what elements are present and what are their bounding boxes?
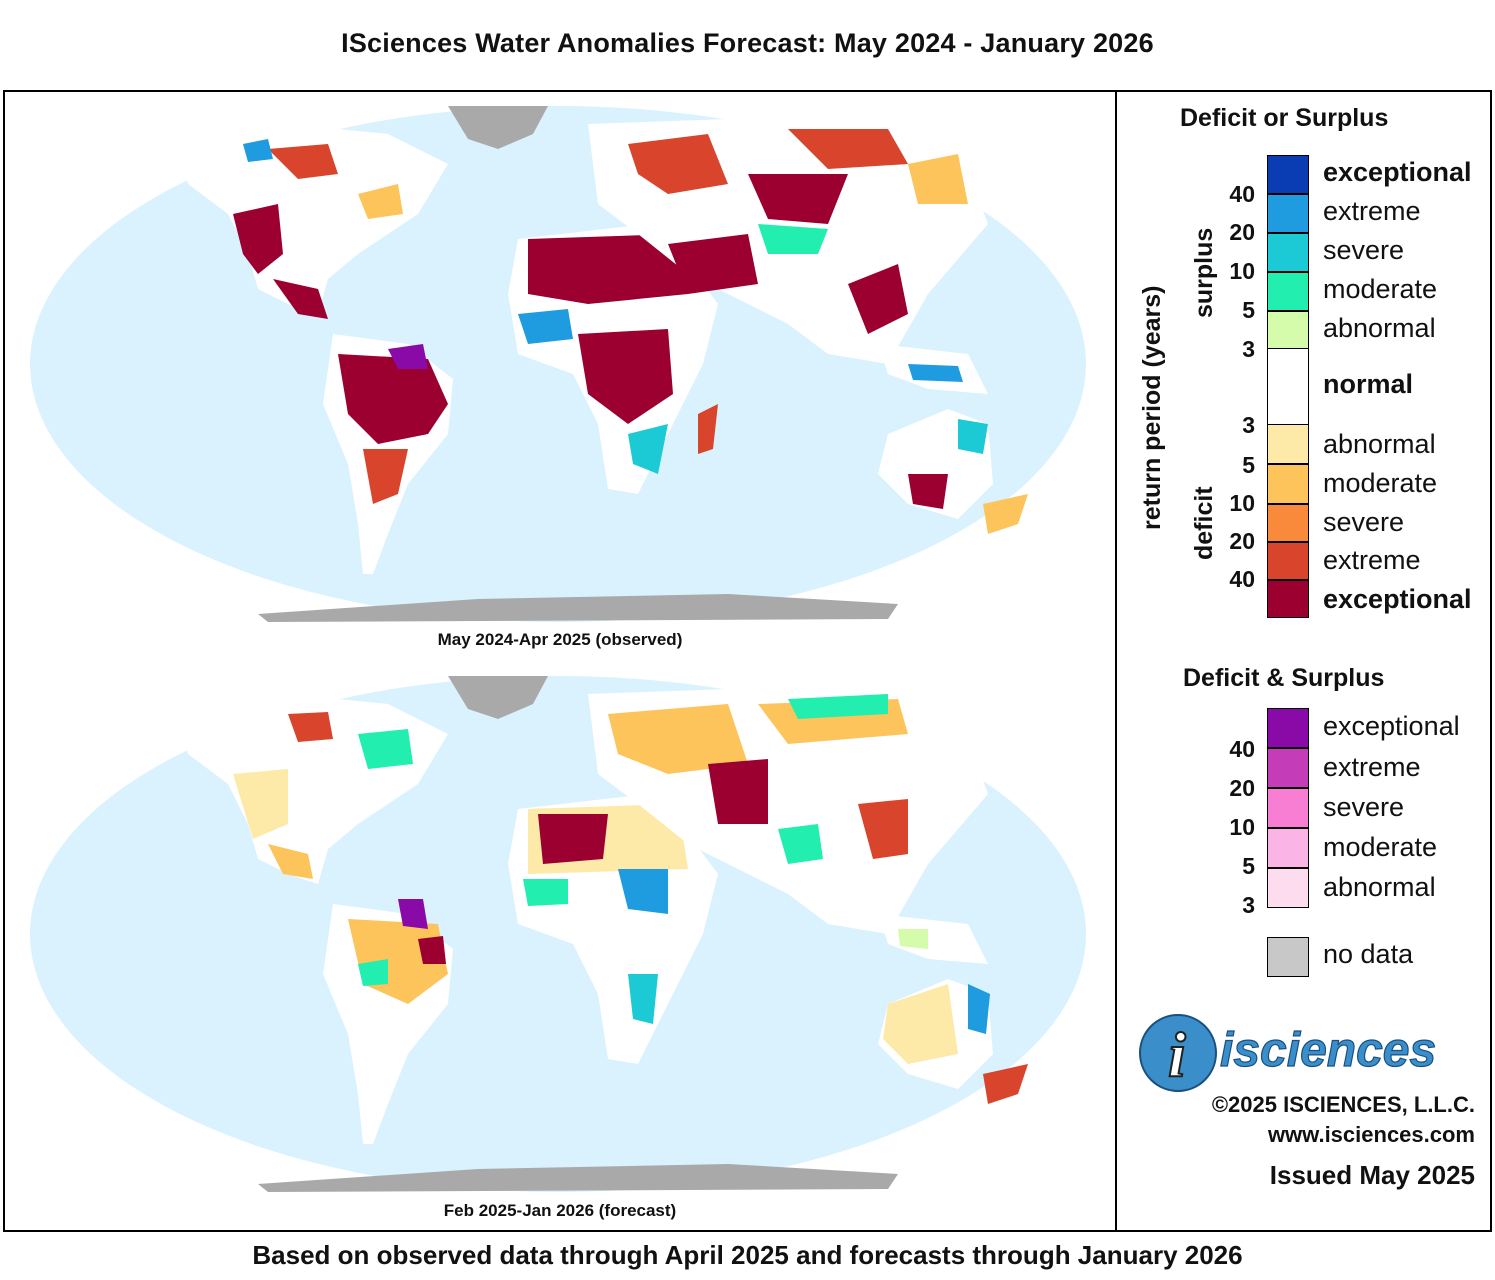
rp-surplus-5: 5 bbox=[1242, 297, 1255, 323]
page-title: ISciences Water Anomalies Forecast: May … bbox=[341, 28, 1154, 58]
label-both-exceptional: exceptional bbox=[1323, 711, 1460, 741]
rp-both-40: 40 bbox=[1229, 736, 1255, 762]
label-both-moderate: moderate bbox=[1323, 832, 1438, 862]
map-observed bbox=[28, 104, 1088, 624]
antarctica bbox=[258, 594, 898, 622]
legend-axis-title: return period (years) bbox=[1138, 285, 1166, 530]
label-surplus-moderate: moderate bbox=[1323, 274, 1438, 304]
swatch-both-severe bbox=[1267, 788, 1309, 828]
label-normal: normal bbox=[1323, 369, 1414, 399]
label-no-data: no data bbox=[1323, 939, 1414, 969]
legend-title-deficit-or-surplus: Deficit or Surplus bbox=[1180, 104, 1389, 132]
swatch-deficit-exceptional bbox=[1267, 580, 1309, 618]
rp-both-5: 5 bbox=[1242, 853, 1255, 879]
label-both-severe: severe bbox=[1323, 792, 1405, 822]
isciences-logo-graphic: i isciences bbox=[1139, 1014, 1437, 1092]
greenland bbox=[448, 106, 548, 149]
label-surplus-exceptional: exceptional bbox=[1323, 157, 1472, 187]
swatch-surplus-severe bbox=[1267, 233, 1309, 272]
frame-divider bbox=[1115, 90, 1117, 1232]
rp-deficit-20: 20 bbox=[1229, 528, 1255, 554]
map-forecast bbox=[28, 674, 1088, 1194]
swatch-deficit-extreme bbox=[1267, 542, 1309, 580]
swatch-both-moderate bbox=[1267, 828, 1309, 868]
greenland bbox=[448, 676, 548, 719]
label-both-abnormal: abnormal bbox=[1323, 872, 1436, 902]
world-map-observed bbox=[30, 106, 1086, 622]
legend-title-deficit-and-surplus: Deficit & Surplus bbox=[1183, 664, 1385, 692]
swatch-both-exceptional bbox=[1267, 708, 1309, 748]
swatch-no-data bbox=[1267, 937, 1309, 977]
map-caption-forecast: Feb 2025-Jan 2026 (forecast) bbox=[443, 1201, 677, 1220]
label-deficit-exceptional: exceptional bbox=[1323, 584, 1472, 614]
rp-both-10: 10 bbox=[1229, 814, 1255, 840]
label-deficit-moderate: moderate bbox=[1323, 468, 1438, 498]
swatch-surplus-exceptional bbox=[1267, 155, 1309, 194]
rp-surplus-40: 40 bbox=[1229, 181, 1255, 207]
rp-both-3: 3 bbox=[1242, 892, 1255, 918]
antarctica bbox=[258, 1164, 898, 1192]
label-deficit-extreme: extreme bbox=[1323, 545, 1421, 575]
label-surplus-extreme: extreme bbox=[1323, 196, 1421, 226]
swatch-surplus-extreme bbox=[1267, 194, 1309, 233]
world-map-forecast bbox=[30, 676, 1086, 1192]
website-link[interactable]: www.isciences.com bbox=[1267, 1122, 1475, 1147]
rp-deficit-40: 40 bbox=[1229, 566, 1255, 592]
swatch-surplus-moderate bbox=[1267, 272, 1309, 311]
swatch-both-extreme bbox=[1267, 748, 1309, 788]
swatch-deficit-severe bbox=[1267, 504, 1309, 542]
swatch-surplus-abnormal bbox=[1267, 311, 1309, 350]
label-surplus-abnormal: abnormal bbox=[1323, 313, 1436, 343]
label-deficit-abnormal: abnormal bbox=[1323, 429, 1436, 459]
issued-date: Issued May 2025 bbox=[1269, 1160, 1475, 1190]
north-america bbox=[178, 124, 448, 314]
rp-deficit-5: 5 bbox=[1242, 452, 1255, 478]
logo-letter: i bbox=[1168, 1019, 1186, 1090]
swatch-normal bbox=[1267, 348, 1309, 426]
rp-both-20: 20 bbox=[1229, 775, 1255, 801]
label-both-extreme: extreme bbox=[1323, 752, 1421, 782]
swatch-deficit-abnormal bbox=[1267, 424, 1309, 464]
label-deficit-severe: severe bbox=[1323, 507, 1405, 537]
swatch-deficit-moderate bbox=[1267, 464, 1309, 504]
rp-surplus-10: 10 bbox=[1229, 258, 1255, 284]
rp-surplus-3: 3 bbox=[1242, 336, 1255, 362]
rp-deficit-3: 3 bbox=[1242, 412, 1255, 438]
label-surplus-severe: severe bbox=[1323, 235, 1405, 265]
main-frame bbox=[3, 90, 1492, 1232]
copyright: ©2025 ISCIENCES, L.L.C. bbox=[1211, 1092, 1475, 1117]
rp-surplus-20: 20 bbox=[1229, 219, 1255, 245]
logo-wordmark: isciences bbox=[1220, 1024, 1436, 1077]
swatch-both-abnormal bbox=[1267, 868, 1309, 908]
map-caption-observed: May 2024-Apr 2025 (observed) bbox=[437, 630, 683, 649]
footer-note: Based on observed data through April 202… bbox=[252, 1240, 1243, 1270]
rp-deficit-10: 10 bbox=[1229, 490, 1255, 516]
isciences-logo: i isciences bbox=[1138, 1008, 1483, 1098]
